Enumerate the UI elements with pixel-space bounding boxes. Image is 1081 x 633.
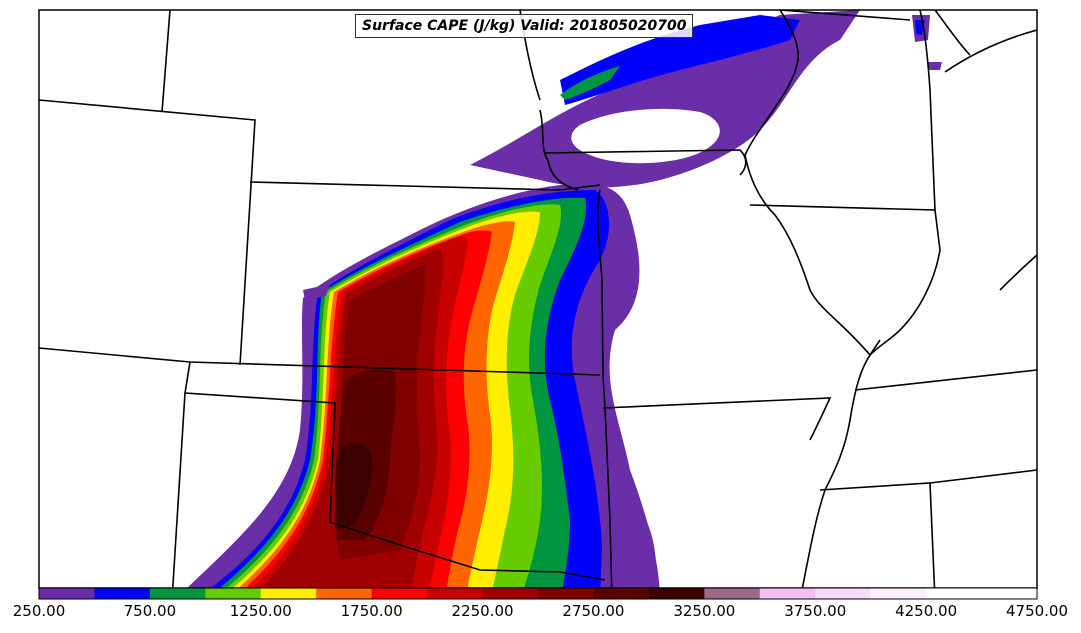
colorbar-tick-label: 1250.00 <box>229 602 292 620</box>
colorbar-swatch <box>538 588 594 599</box>
cape-band-north <box>470 10 860 188</box>
colorbar-swatch <box>648 588 705 599</box>
colorbar-swatch <box>482 588 539 599</box>
colorbar-swatch <box>205 588 262 599</box>
colorbar-tick-label: 3250.00 <box>673 602 736 620</box>
colorbar-swatch <box>593 588 650 599</box>
colorbar-tick-label: 750.00 <box>123 602 177 620</box>
colorbar-outline <box>38 587 1038 600</box>
cape-colorbar <box>38 587 1038 600</box>
colorbar-tick-label: 4250.00 <box>895 602 958 620</box>
colorbar-swatch <box>260 588 317 599</box>
colorbar-swatch <box>39 588 95 599</box>
colorbar-tick-label: 2750.00 <box>562 602 625 620</box>
colorbar-tick-label: 250.00 <box>12 602 66 620</box>
colorbar-swatch <box>94 588 151 599</box>
colorbar-swatch <box>926 588 983 599</box>
colorbar-swatch <box>759 588 816 599</box>
colorbar-swatch <box>427 588 484 599</box>
map-title: Surface CAPE (J/kg) Valid: 201805020700 <box>355 14 694 38</box>
colorbar-swatch <box>704 588 761 599</box>
colorbar-swatch <box>316 588 373 599</box>
colorbar-swatch <box>870 588 927 599</box>
state-boundaries <box>39 10 1037 588</box>
colorbar-swatch <box>815 588 872 599</box>
cape-contours <box>187 10 942 588</box>
colorbar-swatch <box>371 588 428 599</box>
colorbar-tick-label: 2250.00 <box>451 602 514 620</box>
colorbar-tick-label: 4750.00 <box>1005 602 1069 620</box>
colorbar-swatch <box>981 588 1038 599</box>
colorbar-tick-label: 1750.00 <box>340 602 403 620</box>
colorbar-swatch <box>149 588 206 599</box>
colorbar-tick-label: 3750.00 <box>784 602 847 620</box>
